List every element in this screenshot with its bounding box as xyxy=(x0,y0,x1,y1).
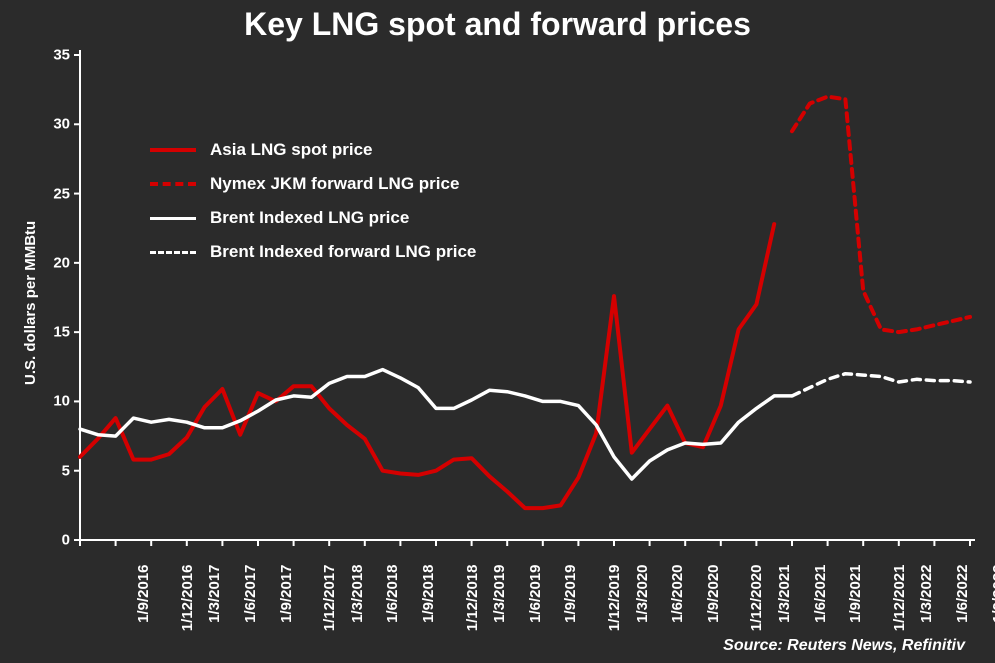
legend: Asia LNG spot price Nymex JKM forward LNG… xyxy=(150,140,476,276)
x-tick-label: 1/9/2019 xyxy=(562,565,579,623)
legend-item: Brent Indexed LNG price xyxy=(150,208,476,228)
x-tick-label: 1/9/2017 xyxy=(278,565,295,623)
x-tick-label: 1/9/2022 xyxy=(990,565,995,623)
legend-swatch xyxy=(150,217,196,220)
x-tick-label: 1/3/2022 xyxy=(918,565,935,623)
y-tick-label: 35 xyxy=(36,47,70,64)
y-tick-label: 30 xyxy=(36,116,70,133)
y-tick-label: 15 xyxy=(36,324,70,341)
y-tick-label: 5 xyxy=(36,462,70,479)
y-tick-label: 0 xyxy=(36,532,70,549)
legend-swatch xyxy=(150,251,196,254)
legend-item: Asia LNG spot price xyxy=(150,140,476,160)
legend-item: Nymex JKM forward LNG price xyxy=(150,174,476,194)
source-attribution: Source: Reuters News, Refinitiv xyxy=(723,637,965,655)
x-tick-label: 1/12/2020 xyxy=(749,565,766,632)
legend-label: Nymex JKM forward LNG price xyxy=(210,174,459,194)
x-tick-label: 1/3/2018 xyxy=(349,565,366,623)
x-tick-label: 1/12/2016 xyxy=(179,565,196,632)
x-tick-label: 1/6/2022 xyxy=(954,565,971,623)
lng-price-chart: Key LNG spot and forward prices U.S. dol… xyxy=(0,0,995,663)
series-brent-indexed-forward-lng-price xyxy=(792,374,970,396)
x-tick-label: 1/9/2016 xyxy=(135,565,152,623)
x-tick-label: 1/9/2021 xyxy=(847,565,864,623)
y-tick-label: 20 xyxy=(36,254,70,271)
series-nymex-jkm-forward-lng-price xyxy=(792,97,970,333)
x-tick-label: 1/12/2018 xyxy=(464,565,481,632)
legend-swatch xyxy=(150,182,196,186)
x-tick-label: 1/9/2018 xyxy=(420,565,437,623)
legend-label: Brent Indexed forward LNG price xyxy=(210,242,476,262)
y-tick-label: 25 xyxy=(36,185,70,202)
x-tick-label: 1/12/2019 xyxy=(606,565,623,632)
x-tick-label: 1/6/2018 xyxy=(384,565,401,623)
legend-label: Brent Indexed LNG price xyxy=(210,208,409,228)
x-tick-label: 1/3/2020 xyxy=(634,565,651,623)
x-tick-label: 1/6/2019 xyxy=(527,565,544,623)
x-tick-label: 1/9/2020 xyxy=(705,565,722,623)
legend-swatch xyxy=(150,148,196,152)
x-tick-label: 1/6/2021 xyxy=(812,565,829,623)
legend-label: Asia LNG spot price xyxy=(210,140,372,160)
x-tick-label: 1/12/2021 xyxy=(891,565,908,632)
x-tick-label: 1/6/2017 xyxy=(242,565,259,623)
x-tick-label: 1/3/2019 xyxy=(491,565,508,623)
x-tick-label: 1/12/2017 xyxy=(321,565,338,632)
x-tick-label: 1/6/2020 xyxy=(669,565,686,623)
x-tick-label: 1/3/2021 xyxy=(776,565,793,623)
series-brent-indexed-lng-price xyxy=(80,370,792,479)
legend-item: Brent Indexed forward LNG price xyxy=(150,242,476,262)
y-tick-label: 10 xyxy=(36,393,70,410)
x-tick-label: 1/3/2017 xyxy=(206,565,223,623)
